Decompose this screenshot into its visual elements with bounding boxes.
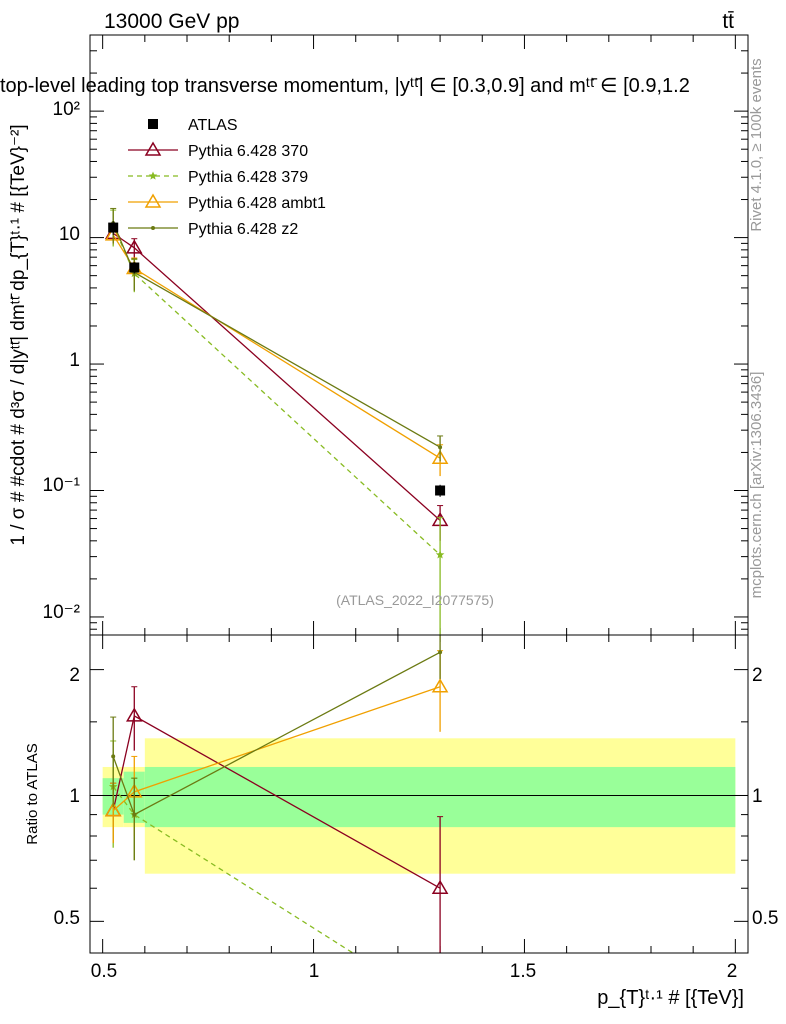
x-axis-label: p_{T}ᵗ·¹ # [{TeV}]: [597, 987, 744, 1009]
ratio-line: [112, 786, 354, 954]
data-point: [125, 239, 143, 254]
plot-title: top-level leading top transverse momentu…: [0, 75, 690, 97]
ratio-plot-panel: Ratio to ATLAS 0.5 1 2 0.5 1 2 0.5 1 1.5…: [24, 634, 778, 1009]
y-tick-label-1: 1: [69, 350, 80, 371]
x-tick-label-1: 1: [309, 961, 320, 982]
uncertainty-bands: [90, 738, 748, 874]
x-tick-label-1.5: 1.5: [510, 961, 536, 982]
atlas-data-point: [435, 485, 446, 496]
legend-marker: [148, 171, 158, 180]
ratio-point: [431, 879, 449, 894]
ratio-series-layer: [104, 634, 449, 954]
ratio-y-tick-1-right: 1: [752, 786, 763, 807]
main-y-tick-labels: 10⁻² 10⁻¹ 1 10 10²: [43, 99, 81, 623]
legend-label: ATLAS: [188, 117, 238, 134]
x-tick-label-2: 2: [727, 961, 738, 982]
ratio-point: [431, 678, 449, 693]
data-point: [435, 550, 445, 559]
atlas-data-point: [108, 222, 119, 233]
main-plot-panel: top-level leading top transverse momentu…: [0, 34, 749, 636]
series-line: [112, 225, 441, 556]
legend-marker: [151, 226, 155, 230]
legend-marker: [144, 193, 162, 208]
legend-marker: [144, 141, 162, 156]
ratio-point: [104, 802, 122, 817]
legend-label: Pythia 6.428 370: [188, 143, 308, 160]
rivet-version-label: Rivet 4.1.0, ≥ 100k events: [748, 58, 765, 231]
ratio-y-tick-0.5: 0.5: [54, 908, 80, 929]
main-y-axis-label: 1 / σ # #cdot # d³σ / d|yᵗᵗ̄| dmᵗᵗ̄ dp_{…: [8, 124, 29, 545]
legend-marker: [148, 119, 158, 129]
x-tick-label-0.5: 0.5: [91, 961, 117, 982]
series-line: [112, 222, 441, 448]
y-tick-label-100: 10²: [53, 99, 80, 120]
series-line: [112, 234, 441, 459]
legend: ATLAS Pythia 6.428 370 Pythia 6.428 379 Pyt…: [128, 117, 326, 238]
data-point: [438, 445, 443, 450]
main-series-layer: [104, 207, 449, 635]
ratio-y-tick-2: 2: [69, 665, 80, 686]
y-tick-label-1e-1: 10⁻¹: [43, 475, 81, 496]
legend-label: Pythia 6.428 z2: [188, 221, 298, 238]
ratio-y-tick-0.5-right: 0.5: [752, 908, 778, 929]
ratio-point: [438, 650, 443, 655]
ratio-y-tick-1: 1: [69, 786, 80, 807]
y-tick-label-10: 10: [59, 224, 80, 245]
ratio-point: [111, 754, 116, 759]
ratio-point: [132, 812, 137, 817]
energy-label: 13000 GeV pp: [104, 10, 239, 33]
series-line: [112, 232, 441, 521]
process-label: tt̄: [722, 10, 734, 33]
legend-label: Pythia 6.428 ambt1: [188, 195, 326, 212]
data-point: [431, 449, 449, 464]
mcplots-label: mcplots.cern.ch [arXiv:1306.3436]: [748, 372, 765, 599]
main-axis-ticks: [90, 34, 748, 635]
ratio-axis-ticks: [90, 635, 748, 953]
ratio-plot-frame: [89, 634, 749, 954]
ratio-y-tick-2-right: 2: [752, 665, 763, 686]
atlas-data-point: [129, 262, 140, 273]
ratio-y-axis-label: Ratio to ATLAS: [24, 743, 41, 844]
ratio-point: [125, 707, 143, 722]
y-tick-label-1e-2: 10⁻²: [43, 602, 81, 623]
analysis-watermark: (ATLAS_2022_I2077575): [336, 592, 494, 608]
legend-label: Pythia 6.428 379: [188, 169, 308, 186]
